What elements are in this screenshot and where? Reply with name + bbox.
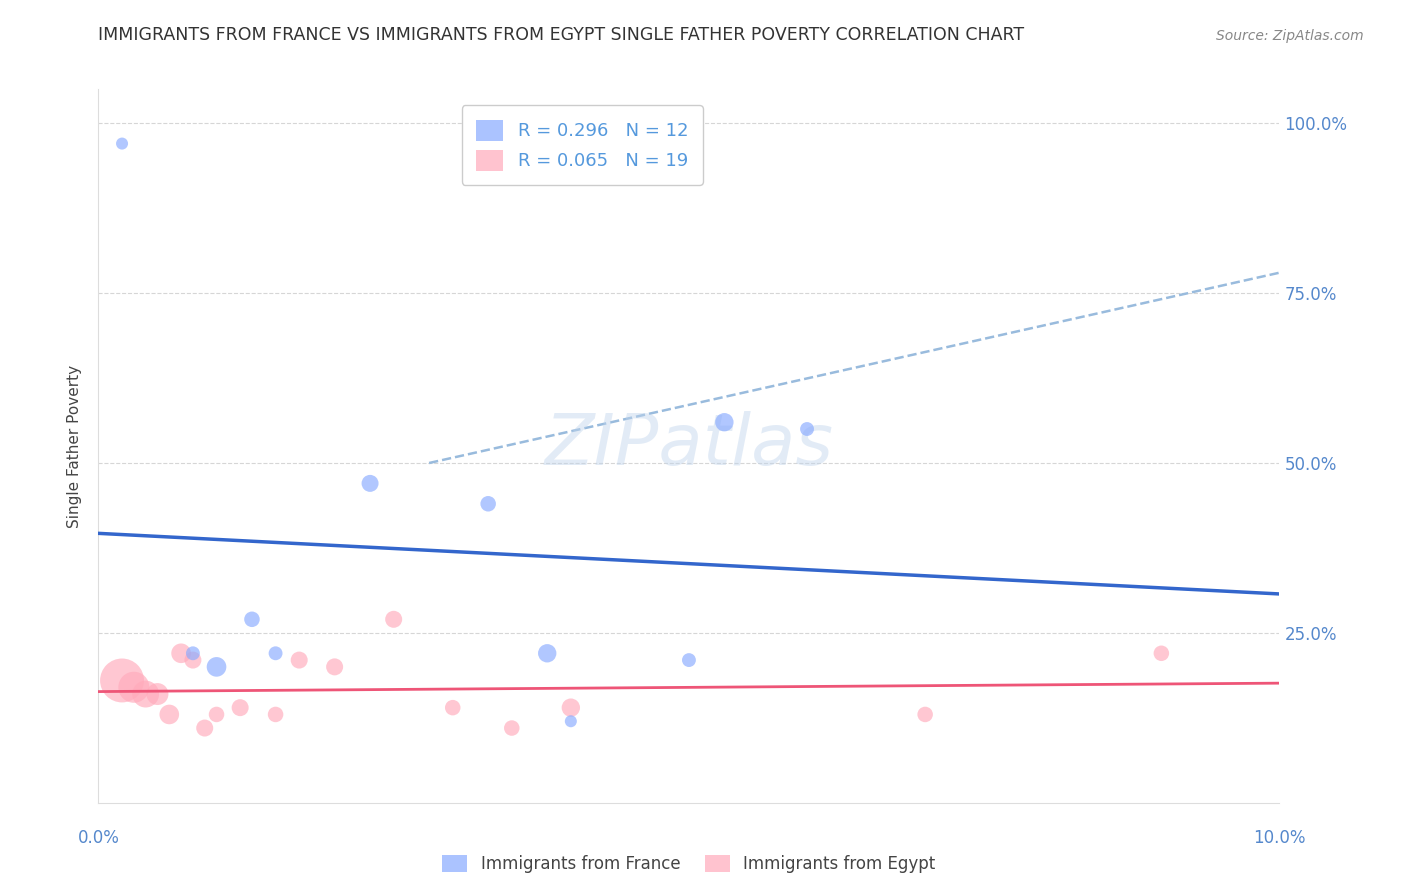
Point: [240, 612, 263, 626]
Point: [135, 687, 157, 701]
Point: [678, 653, 700, 667]
Point: [181, 653, 204, 667]
Text: ZIPatlas: ZIPatlas: [544, 411, 834, 481]
Point: [205, 707, 228, 722]
Point: [501, 721, 523, 735]
Point: [157, 707, 180, 722]
Point: [382, 612, 405, 626]
Point: [323, 660, 346, 674]
Point: [181, 646, 204, 660]
Point: [264, 707, 287, 722]
Text: 10.0%: 10.0%: [1253, 829, 1306, 847]
Point: [536, 646, 558, 660]
Point: [229, 700, 252, 714]
Point: [205, 660, 228, 674]
Point: [477, 497, 499, 511]
Point: [194, 721, 217, 735]
Point: [796, 422, 818, 436]
Point: [170, 646, 193, 660]
Point: [441, 700, 464, 714]
Point: [146, 687, 169, 701]
Point: [560, 700, 582, 714]
Legend: Immigrants from France, Immigrants from Egypt: Immigrants from France, Immigrants from …: [436, 848, 942, 880]
Point: [713, 415, 735, 429]
Point: [288, 653, 311, 667]
Point: [914, 707, 936, 722]
Point: [264, 646, 287, 660]
Point: [122, 680, 145, 694]
Y-axis label: Single Father Poverty: Single Father Poverty: [67, 365, 83, 527]
Point: [1150, 646, 1173, 660]
Point: [359, 476, 381, 491]
Point: [560, 714, 582, 729]
Text: Source: ZipAtlas.com: Source: ZipAtlas.com: [1216, 29, 1364, 43]
Text: 0.0%: 0.0%: [77, 829, 120, 847]
Point: [111, 673, 134, 688]
Text: IMMIGRANTS FROM FRANCE VS IMMIGRANTS FROM EGYPT SINGLE FATHER POVERTY CORRELATIO: IMMIGRANTS FROM FRANCE VS IMMIGRANTS FRO…: [98, 26, 1025, 44]
Point: [111, 136, 134, 151]
